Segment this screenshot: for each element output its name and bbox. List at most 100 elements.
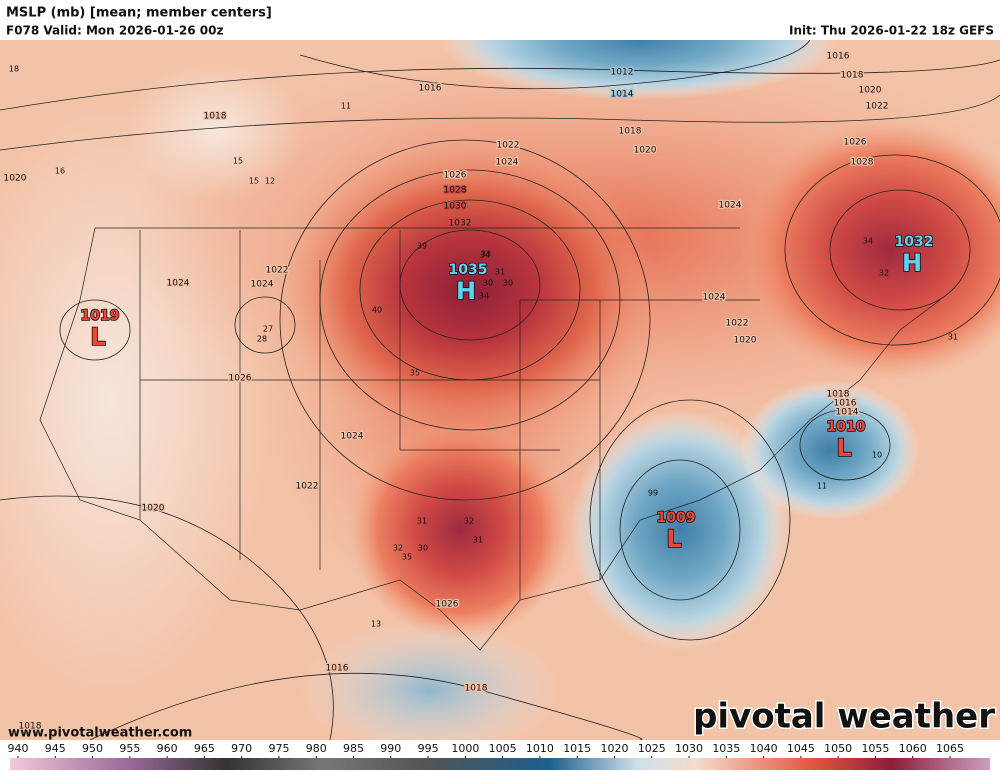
isobar-label: 1018 <box>827 390 850 400</box>
isobar-label: 1024 <box>251 280 274 290</box>
member-center: 34 <box>480 251 490 260</box>
colorbar-tick-label: 1025 <box>638 742 666 755</box>
member-center: 28 <box>257 335 267 344</box>
isobar-label: 1030 <box>444 202 467 212</box>
isobar-label: 1028 <box>444 186 467 196</box>
isobar-label: 1018 <box>841 71 864 81</box>
colorbar-tick-label: 985 <box>343 742 364 755</box>
colorbar-tick-label: 1035 <box>712 742 740 755</box>
colorbar-tick-label: 950 <box>82 742 103 755</box>
member-center: 30 <box>483 279 493 288</box>
isobar-label: 1026 <box>229 374 252 384</box>
isobar-label: 1020 <box>634 146 657 156</box>
member-center: 34 <box>863 237 873 246</box>
isobar-label: 1018 <box>465 684 488 694</box>
member-center: 32 <box>879 269 889 278</box>
isobar-label: 1020 <box>4 174 27 184</box>
colorbar-tick-label: 940 <box>8 742 29 755</box>
isobar-label: 1024 <box>341 432 364 442</box>
logo: pivotal weather <box>693 697 995 737</box>
isobar-label: 1022 <box>497 141 520 151</box>
colorbar-tick-label: 1060 <box>899 742 927 755</box>
member-center: 32 <box>393 544 403 553</box>
isobar-label: 1024 <box>167 279 190 289</box>
isobar-label: 1016 <box>827 52 850 62</box>
member-center: 31 <box>948 333 958 342</box>
member-center: 34 <box>479 292 489 301</box>
member-center: 11 <box>341 102 351 111</box>
center-value: 1010 <box>827 419 866 435</box>
title: MSLP (mb) [mean; member centers] <box>6 6 272 21</box>
member-center: 30 <box>503 279 513 288</box>
isobar-label: 1016 <box>326 664 349 674</box>
isobar-label: 1024 <box>703 293 726 303</box>
center-letter: L <box>836 434 851 462</box>
borders <box>39 227 941 651</box>
center-value: 1019 <box>81 308 120 324</box>
member-center: 35 <box>402 553 412 562</box>
isobar-label: 1018 <box>619 127 642 137</box>
member-center: 12 <box>265 177 275 186</box>
member-center: 15 <box>233 157 243 166</box>
isobar-label: 1020 <box>859 86 882 96</box>
colorbar-tick-label: 975 <box>268 742 289 755</box>
isobar-label: 1018 <box>19 722 42 732</box>
center-letter: L <box>90 323 105 351</box>
colorbar-tick-label: 955 <box>119 742 140 755</box>
colorbar-tick-label: 970 <box>231 742 252 755</box>
init-time: Init: Thu 2026-01-22 18z GEFS <box>789 24 994 38</box>
colorbar-tick-label: 1030 <box>675 742 703 755</box>
center-value: 1035 <box>449 262 488 278</box>
colorbar <box>10 758 990 770</box>
colorbar-tick-label: 1050 <box>824 742 852 755</box>
colorbar-tick-label: 995 <box>418 742 439 755</box>
colorbar-tick-label: 1055 <box>861 742 889 755</box>
isobar-label: 1022 <box>266 266 289 276</box>
colorbar-tick-label: 1040 <box>750 742 778 755</box>
isobar-label: 1012 <box>611 68 634 78</box>
colorbar-tick-label: 965 <box>194 742 215 755</box>
isobar-label: 1014 <box>836 408 859 418</box>
center-letter: L <box>666 525 681 553</box>
member-center: 16 <box>55 167 65 176</box>
isobar-label: 1022 <box>866 102 889 112</box>
colorbar-tick-label: 1065 <box>936 742 964 755</box>
colorbar-tick-label: 1020 <box>600 742 628 755</box>
isobar-label: 1022 <box>726 319 749 329</box>
member-center: 39 <box>417 242 427 251</box>
center-letter: H <box>456 277 476 305</box>
isobar-label: 1014 <box>611 90 634 100</box>
colorbar-tick-label: 990 <box>380 742 401 755</box>
isobar-label: 1020 <box>734 336 757 346</box>
isobar-label: 1016 <box>419 84 442 94</box>
member-center: 11 <box>817 482 827 491</box>
colorbar-tick-label: 1015 <box>563 742 591 755</box>
watermark-url: www.pivotalweather.com <box>8 726 192 741</box>
isobar-label: 1022 <box>296 482 319 492</box>
header-band <box>0 0 1000 40</box>
member-center: 35 <box>410 369 420 378</box>
colorbar-tick-label: 945 <box>45 742 66 755</box>
colorbar-tick-label: 980 <box>306 742 327 755</box>
isobar-label: 1024 <box>496 158 519 168</box>
center-value: 1009 <box>657 510 696 526</box>
member-center: 31 <box>495 268 505 277</box>
isobar-label: 1016 <box>834 399 857 409</box>
isobar-label: 1024 <box>719 201 742 211</box>
center-letter: H <box>902 249 922 277</box>
center-value: 1032 <box>895 234 934 250</box>
member-center: 27 <box>263 325 273 334</box>
member-center: 30 <box>418 544 428 553</box>
isobar-label: 1018 <box>204 112 227 122</box>
colorbar-tick-label: 1005 <box>489 742 517 755</box>
valid-time: F078 Valid: Mon 2026-01-26 00z <box>6 24 223 38</box>
member-center: 13 <box>371 620 381 629</box>
member-center: 18 <box>9 65 19 74</box>
member-center: 33 <box>481 250 491 259</box>
member-center: 32 <box>464 517 474 526</box>
isobar-label: 1026 <box>444 171 467 181</box>
isobar-label: 1028 <box>851 158 874 168</box>
isobar-label: 1026 <box>436 600 459 610</box>
